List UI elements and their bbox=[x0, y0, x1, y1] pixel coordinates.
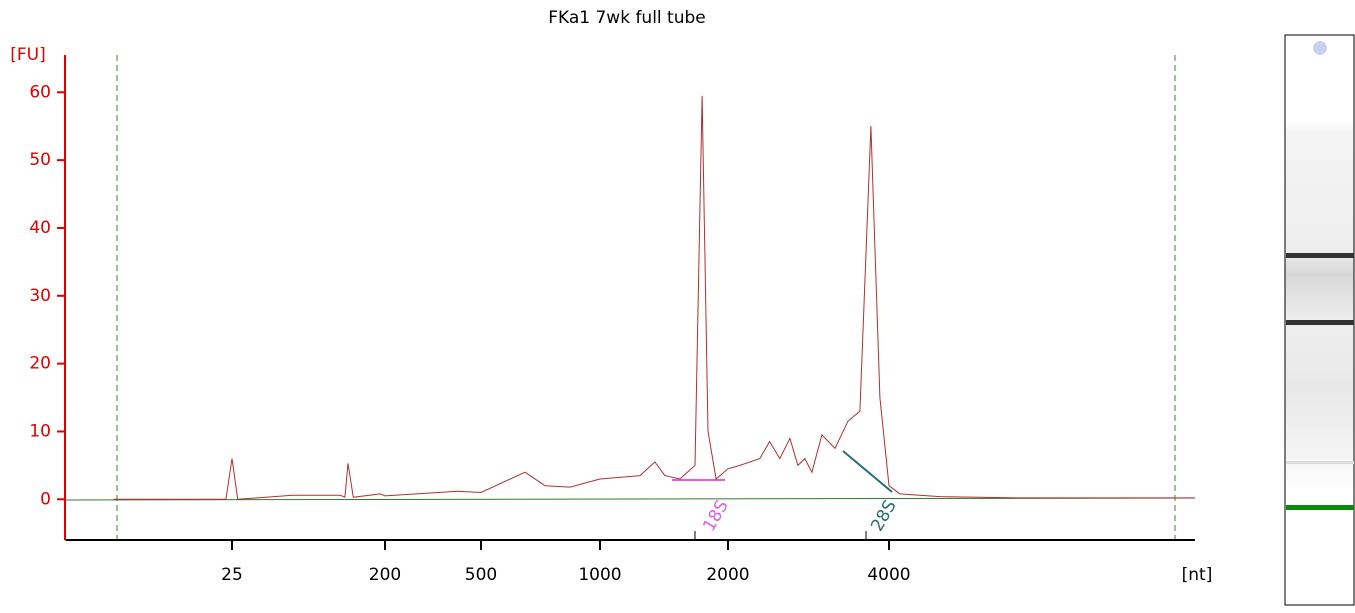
baseline bbox=[64, 497, 1196, 501]
y-tick-label: 10 bbox=[29, 421, 51, 441]
y-tick-label: 20 bbox=[29, 354, 51, 374]
gel-band bbox=[1286, 253, 1354, 258]
trace bbox=[113, 95, 1195, 500]
gel-band bbox=[1286, 320, 1354, 325]
gel-band bbox=[1286, 461, 1354, 464]
annotation: 18S bbox=[699, 497, 733, 535]
x-axis-label: [nt] bbox=[1182, 565, 1213, 585]
annotation: 28S bbox=[867, 497, 901, 535]
y-tick-label: 30 bbox=[29, 286, 51, 306]
peak-28s-bar bbox=[842, 450, 893, 493]
gel-icon bbox=[1313, 41, 1327, 55]
y-axis-label: [FU] bbox=[10, 45, 46, 65]
y-tick-label: 60 bbox=[29, 82, 51, 102]
x-tick-label: 25 bbox=[221, 565, 243, 585]
y-tick-label: 40 bbox=[29, 218, 51, 238]
y-tick-label: 0 bbox=[40, 489, 51, 509]
gel-lane bbox=[1284, 34, 1355, 606]
x-tick-label: 4000 bbox=[867, 565, 910, 585]
gel-marker-band bbox=[1286, 505, 1354, 510]
x-tick-label: 500 bbox=[465, 565, 497, 585]
x-tick-label: 2000 bbox=[706, 565, 749, 585]
y-tick-label: 50 bbox=[29, 150, 51, 170]
chart-title: FKa1 7wk full tube bbox=[548, 8, 706, 28]
x-tick-label: 200 bbox=[369, 565, 401, 585]
x-tick-label: 1000 bbox=[578, 565, 621, 585]
